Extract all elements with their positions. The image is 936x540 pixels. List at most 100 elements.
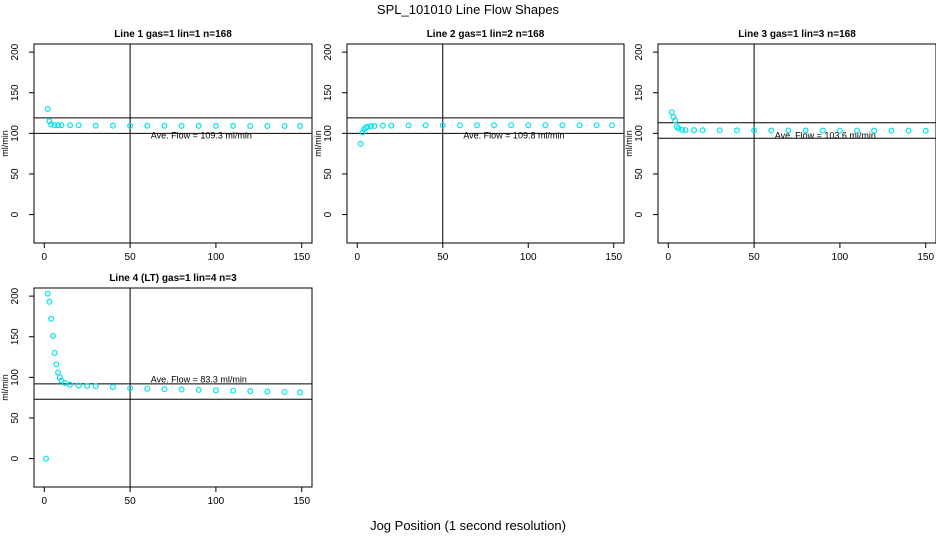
data-point [679,126,686,133]
data-point [281,388,288,395]
panel-4: Line 4 (LT) gas=1 lin=4 n=3 0 50 100 150 0 50 1… [0,273,313,507]
average-flow-annotation: Ave. Flow = 109.3 ml/min [151,131,252,141]
data-point [357,140,364,147]
x-tick-label: 100 [208,496,225,507]
data-point [178,386,185,393]
data-point [247,388,254,395]
data-point [195,386,202,393]
panel-2: Line 2 gas=1 lin=2 n=168 0 50 100 150 0 50 100 1… [313,29,625,263]
data-point [593,122,600,129]
y-tick-label: 50 [10,168,21,180]
average-flow-annotation: Ave. Flow = 103.6 ml/min [775,131,876,141]
data-point [888,127,895,134]
y-axis-label: ml/min [313,130,323,157]
data-point [922,127,929,134]
panel-3: Line 3 gas=1 lin=3 n=168 0 50 100 150 0 50 100 1… [624,29,936,263]
data-point [49,332,56,339]
y-tick-label: 150 [323,84,334,101]
data-point [682,127,689,134]
data-point [109,384,116,391]
data-point [473,122,480,129]
data-point [92,122,99,129]
x-tick-label: 50 [749,252,761,263]
data-point [75,382,82,389]
data-point [178,122,185,129]
data-point [456,122,463,129]
data-point [871,127,878,134]
data-point [491,122,498,129]
data-point [230,387,237,394]
data-point [699,127,706,134]
data-point [109,122,116,129]
y-tick-label: 0 [323,211,334,217]
x-tick-label: 100 [832,252,849,263]
data-point [212,122,219,129]
data-point [144,122,151,129]
data-point [55,369,62,376]
data-point [371,123,378,130]
y-tick-label: 50 [634,168,645,180]
x-tick-label: 150 [605,252,622,263]
x-tick-label: 100 [520,252,537,263]
panel-1: Line 1 gas=1 lin=1 n=168 0 50 100 150 0 50 100 1… [0,29,313,263]
data-point [195,122,202,129]
data-point [51,122,58,129]
data-point [48,315,55,322]
y-tick-label: 0 [10,455,21,461]
figure-title: SPL_101010 Line Flow Shapes [376,2,560,17]
data-point [439,122,446,129]
data-point [67,381,74,388]
plot-frame [657,43,936,244]
data-point [364,123,371,130]
data-point [46,298,53,305]
data-point [768,127,775,134]
data-point [388,122,395,129]
data-point [44,105,51,112]
data-point [127,122,134,129]
y-tick-label: 200 [323,43,334,60]
y-tick-label: 0 [10,211,21,217]
data-point [281,122,288,129]
data-point [802,127,809,134]
data-point [379,122,386,129]
data-point [672,117,679,124]
data-point [161,122,168,129]
data-point [264,122,271,129]
data-point [508,122,515,129]
y-tick-label: 200 [10,287,21,304]
data-point [296,389,303,396]
plot-frame [33,287,313,488]
y-tick-label: 150 [634,84,645,101]
data-point [67,122,74,129]
data-point [836,127,843,134]
data-point [675,125,682,132]
data-point [559,122,566,129]
y-tick-label: 100 [634,125,645,142]
data-point [161,386,168,393]
data-point [247,122,254,129]
data-point [55,122,62,129]
data-point [854,127,861,134]
data-point [576,122,583,129]
y-tick-label: 0 [634,211,645,217]
data-point [51,349,58,356]
plot-frame [346,43,625,244]
average-flow-annotation: Ave. Flow = 109.8 ml/min [463,131,564,141]
average-flow-annotation: Ave. Flow = 83.3 ml/min [151,375,247,385]
data-point [296,123,303,130]
data-point [691,127,698,134]
data-point [61,380,68,387]
panel-title: Line 1 gas=1 lin=1 n=168 [114,29,232,40]
data-point [230,122,237,129]
x-tick-label: 0 [42,496,48,507]
data-point [127,385,134,392]
y-axis-label: ml/min [0,130,10,157]
data-point [525,122,532,129]
data-point [609,122,616,129]
x-tick-label: 50 [125,496,137,507]
data-point [84,382,91,389]
plot-frame [33,43,313,244]
y-axis-label: ml/min [624,130,634,157]
